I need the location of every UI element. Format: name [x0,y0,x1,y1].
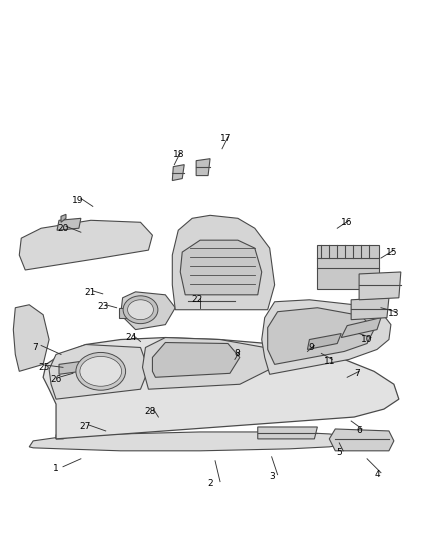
Text: 13: 13 [388,309,399,318]
Polygon shape [196,159,210,175]
Ellipse shape [127,300,153,320]
Text: 8: 8 [234,349,240,358]
Polygon shape [43,337,399,439]
Bar [195,295,213,308]
Polygon shape [351,298,389,320]
Text: 5: 5 [336,448,342,457]
Polygon shape [59,361,81,374]
Polygon shape [56,431,69,439]
Ellipse shape [123,296,158,324]
Bar [318,245,379,289]
Text: 6: 6 [356,426,362,435]
Ellipse shape [76,352,126,390]
Polygon shape [262,300,391,374]
Text: 28: 28 [145,407,156,416]
Text: 25: 25 [39,363,50,372]
Bar [148,405,195,421]
Polygon shape [148,405,195,421]
Text: 21: 21 [84,288,95,297]
Text: 22: 22 [191,295,203,304]
Polygon shape [57,219,81,230]
Text: 26: 26 [50,375,62,384]
Polygon shape [359,272,401,300]
Polygon shape [172,165,184,181]
Polygon shape [172,215,275,310]
Text: 9: 9 [308,343,314,352]
Text: 24: 24 [125,333,136,342]
Text: 11: 11 [324,357,335,366]
Polygon shape [188,295,235,308]
Polygon shape [341,318,381,337]
Text: 19: 19 [72,196,84,205]
Ellipse shape [80,357,122,386]
Polygon shape [19,220,152,270]
Text: 20: 20 [57,224,69,233]
Polygon shape [29,432,354,451]
Polygon shape [258,427,318,439]
Polygon shape [61,214,66,222]
Text: 23: 23 [97,302,109,311]
Text: 15: 15 [386,248,398,256]
Text: 1: 1 [53,464,59,473]
Polygon shape [152,343,240,377]
Text: 17: 17 [220,134,232,143]
Text: 3: 3 [269,472,275,481]
Text: 2: 2 [207,479,213,488]
Text: 16: 16 [342,218,353,227]
Text: 18: 18 [173,150,184,159]
Text: 10: 10 [361,335,373,344]
Polygon shape [49,344,148,399]
Text: 27: 27 [79,423,91,432]
Text: 4: 4 [374,470,380,479]
Polygon shape [120,292,175,329]
Polygon shape [142,337,270,389]
Bar [119,308,133,318]
Polygon shape [268,308,374,365]
Text: 7: 7 [354,369,360,378]
Polygon shape [13,305,49,372]
Text: 7: 7 [32,343,38,352]
Polygon shape [307,334,341,350]
Polygon shape [180,240,262,295]
Polygon shape [329,429,394,451]
